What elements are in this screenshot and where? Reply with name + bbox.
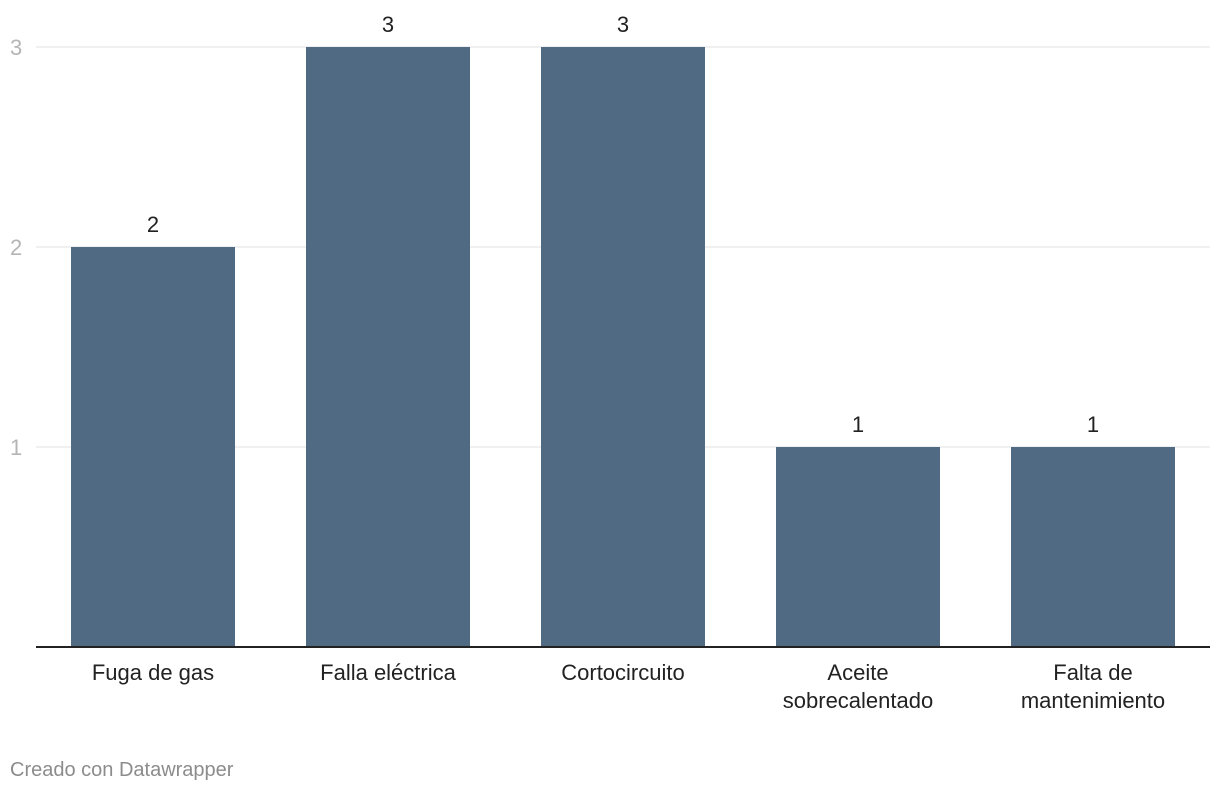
bar: [306, 47, 470, 647]
x-tick-label: sobrecalentado: [783, 688, 933, 713]
y-tick-label: 2: [10, 235, 22, 260]
bar-value-label: 1: [1087, 412, 1099, 437]
bar: [71, 247, 235, 647]
bar: [541, 47, 705, 647]
x-tick-label: mantenimiento: [1021, 688, 1165, 713]
bar-value-label: 1: [852, 412, 864, 437]
bar-value-label: 2: [147, 212, 159, 237]
credit-footer: Creado con Datawrapper: [10, 759, 234, 781]
bar-value-label: 3: [617, 12, 629, 37]
x-tick-label: Falla eléctrica: [320, 660, 456, 685]
y-tick-label: 1: [10, 435, 22, 460]
x-tick-label: Fuga de gas: [92, 660, 214, 685]
y-tick-label: 3: [10, 35, 22, 60]
bar-value-label: 3: [382, 12, 394, 37]
bar: [776, 447, 940, 647]
x-tick-label: Aceite: [827, 660, 888, 685]
x-tick-label: Falta de: [1053, 660, 1133, 685]
x-tick-label: Cortocircuito: [561, 660, 684, 685]
bar: [1011, 447, 1175, 647]
